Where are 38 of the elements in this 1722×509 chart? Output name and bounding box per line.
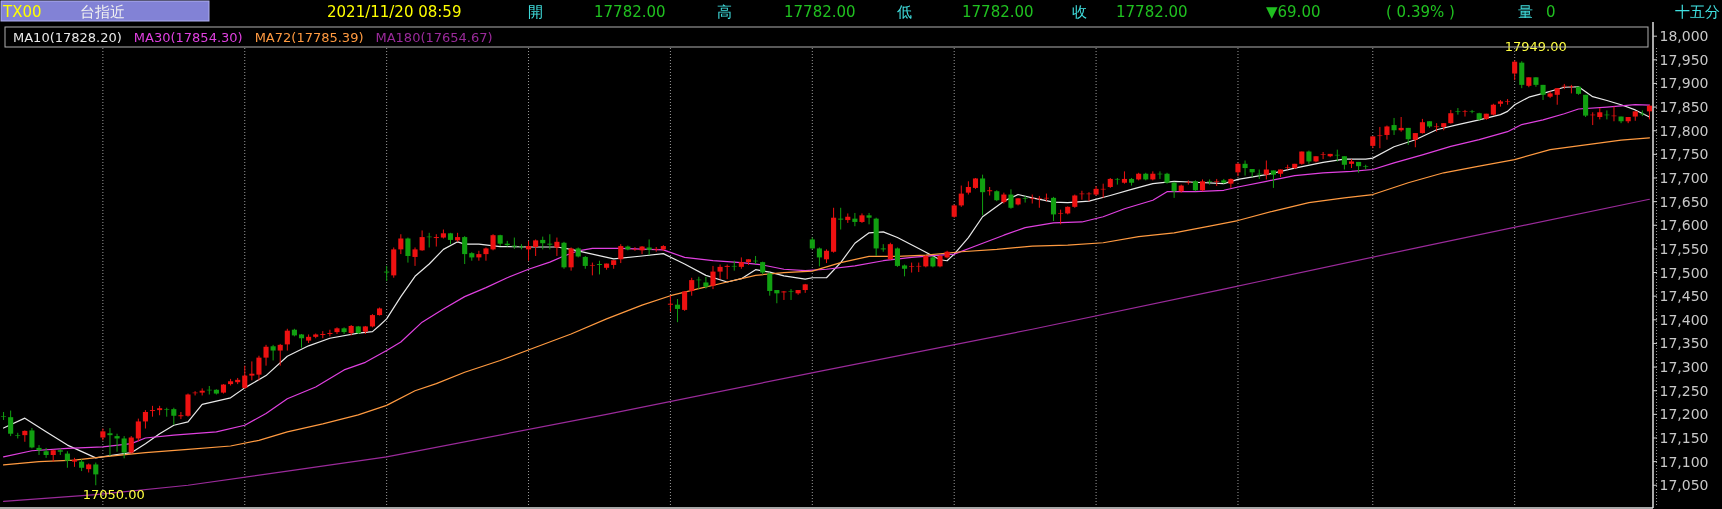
y-tick-label: 17,850 bbox=[1659, 99, 1709, 116]
text: 低 bbox=[897, 3, 912, 21]
y-tick-label: 17,800 bbox=[1659, 122, 1709, 139]
y-tick-label: 17,350 bbox=[1659, 335, 1709, 352]
y-tick-label: 17,300 bbox=[1659, 359, 1709, 376]
annotation: 17949.00 bbox=[1504, 39, 1567, 55]
annotation: 17050.00 bbox=[82, 487, 145, 503]
text: ▼69.00 bbox=[1266, 3, 1321, 21]
text: 17782.00 bbox=[784, 3, 856, 21]
y-tick-label: 17,450 bbox=[1659, 288, 1709, 305]
text: 2021/11/20 08:59 bbox=[327, 3, 462, 21]
text: 17782.00 bbox=[594, 3, 666, 21]
text: 收 bbox=[1072, 3, 1087, 21]
text: 台指近 bbox=[80, 3, 125, 21]
y-tick-label: 17,900 bbox=[1659, 75, 1709, 92]
text: ( 0.39% ) bbox=[1386, 3, 1455, 21]
y-tick-label: 17,250 bbox=[1659, 382, 1709, 399]
text: 17782.00 bbox=[1116, 3, 1188, 21]
text: TX00 bbox=[2, 3, 42, 21]
text: 0 bbox=[1546, 3, 1556, 21]
y-tick-label: 17,550 bbox=[1659, 240, 1709, 257]
y-tick-label: 17,200 bbox=[1659, 406, 1709, 423]
text: 十五分 bbox=[1675, 3, 1720, 21]
y-tick-label: 17,100 bbox=[1659, 453, 1709, 470]
text: 量 bbox=[1518, 3, 1533, 21]
y-tick-label: 17,600 bbox=[1659, 217, 1709, 234]
y-tick-label: 17,950 bbox=[1659, 51, 1709, 68]
y-tick-label: 17,050 bbox=[1659, 477, 1709, 494]
text: 17782.00 bbox=[962, 3, 1034, 21]
y-tick-label: 17,500 bbox=[1659, 264, 1709, 281]
y-tick-label: 18,000 bbox=[1659, 28, 1709, 45]
text: 開 bbox=[528, 3, 543, 21]
text: 高 bbox=[717, 3, 732, 21]
y-tick-label: 17,700 bbox=[1659, 169, 1709, 186]
y-tick-label: 17,400 bbox=[1659, 311, 1709, 328]
y-tick-label: 17,650 bbox=[1659, 193, 1709, 210]
y-tick-label: 17,150 bbox=[1659, 429, 1709, 446]
y-tick-label: 17,750 bbox=[1659, 146, 1709, 163]
